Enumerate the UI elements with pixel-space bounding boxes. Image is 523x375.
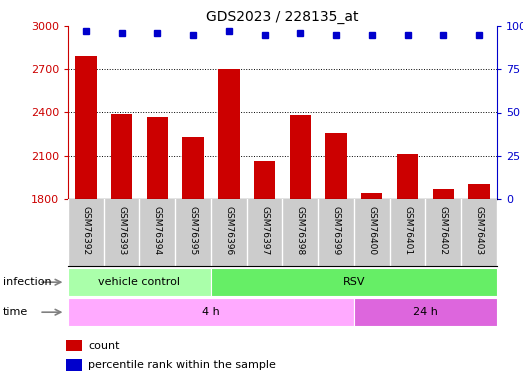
Text: GSM76392: GSM76392 bbox=[82, 206, 90, 255]
Bar bbox=[218, 69, 240, 199]
Bar bbox=[68, 298, 354, 326]
Bar bbox=[66, 359, 82, 371]
Text: GSM76399: GSM76399 bbox=[332, 206, 340, 255]
Bar bbox=[254, 161, 275, 199]
Text: GSM76394: GSM76394 bbox=[153, 206, 162, 255]
Bar bbox=[468, 184, 490, 199]
Text: GSM76397: GSM76397 bbox=[260, 206, 269, 255]
Text: percentile rank within the sample: percentile rank within the sample bbox=[88, 360, 276, 370]
Title: GDS2023 / 228135_at: GDS2023 / 228135_at bbox=[206, 10, 359, 24]
Text: GSM76403: GSM76403 bbox=[474, 206, 483, 255]
Text: GSM76401: GSM76401 bbox=[403, 206, 412, 255]
Bar bbox=[354, 298, 497, 326]
Text: GSM76393: GSM76393 bbox=[117, 206, 126, 255]
Text: GSM76398: GSM76398 bbox=[296, 206, 305, 255]
Bar bbox=[290, 116, 311, 199]
Text: GSM76395: GSM76395 bbox=[189, 206, 198, 255]
Bar bbox=[433, 189, 454, 199]
Text: GSM76396: GSM76396 bbox=[224, 206, 233, 255]
Text: vehicle control: vehicle control bbox=[98, 277, 180, 287]
Text: infection: infection bbox=[3, 277, 51, 287]
Text: count: count bbox=[88, 341, 120, 351]
Text: GSM76402: GSM76402 bbox=[439, 206, 448, 255]
Text: 24 h: 24 h bbox=[413, 307, 438, 317]
Bar bbox=[66, 340, 82, 351]
Bar bbox=[397, 154, 418, 199]
Text: time: time bbox=[3, 307, 28, 317]
Text: GSM76400: GSM76400 bbox=[367, 206, 376, 255]
Bar bbox=[68, 268, 211, 296]
Bar bbox=[111, 114, 132, 199]
Bar bbox=[146, 117, 168, 199]
Bar bbox=[211, 268, 497, 296]
Bar bbox=[325, 133, 347, 199]
Bar bbox=[361, 193, 382, 199]
Bar bbox=[183, 137, 204, 199]
Text: 4 h: 4 h bbox=[202, 307, 220, 317]
Text: RSV: RSV bbox=[343, 277, 365, 287]
Bar bbox=[75, 56, 97, 199]
